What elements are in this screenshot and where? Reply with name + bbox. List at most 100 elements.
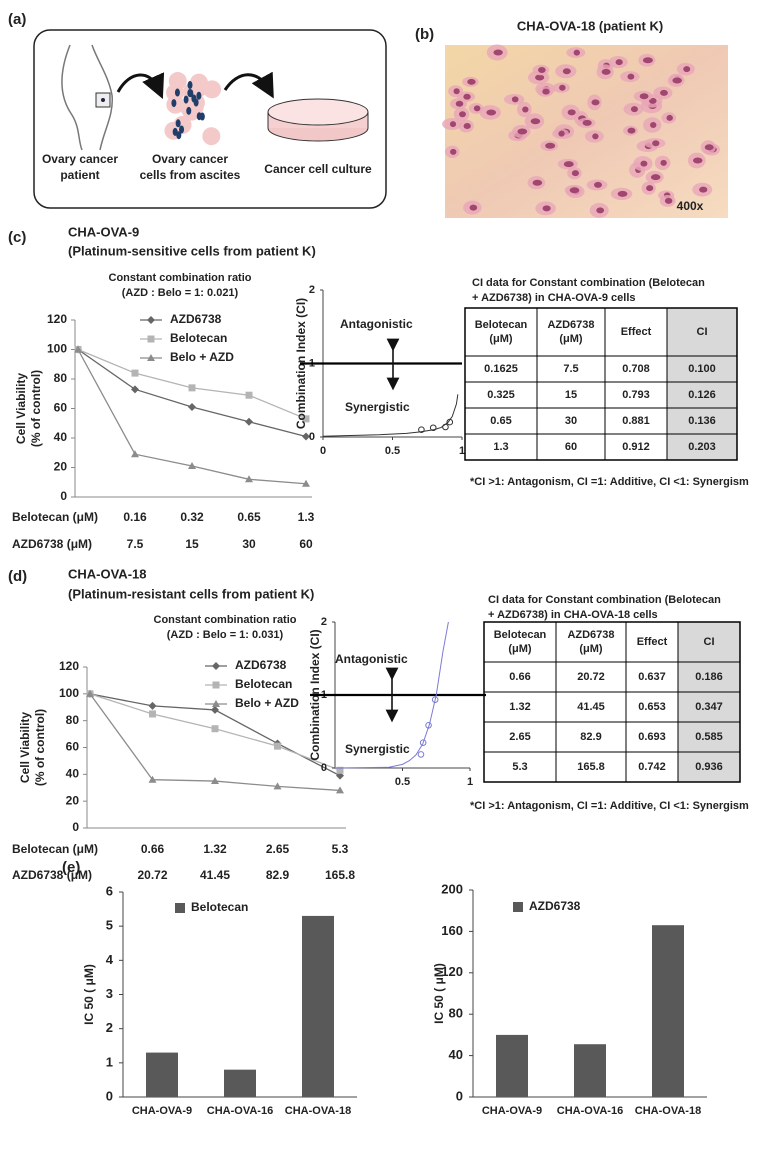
fit-curve: [322, 394, 459, 437]
marker: [86, 689, 94, 697]
cell-nucleus: [627, 127, 636, 134]
cell-nucleus: [567, 109, 576, 116]
y-tick-label: 120: [59, 659, 79, 673]
y-tick-label: 120: [47, 312, 67, 326]
cell-nucleus: [571, 170, 579, 177]
marker: [336, 786, 344, 794]
legend-marker: [212, 700, 220, 707]
table-cell: 0.793: [622, 389, 650, 401]
y-tick-label: 0: [72, 820, 79, 834]
marker: [211, 777, 219, 785]
table-cell: 0.708: [622, 363, 650, 375]
cell-nucleus: [664, 197, 673, 204]
nucleus: [186, 106, 192, 115]
y-tick-label: 5: [106, 918, 113, 933]
y-axis-label: IC 50 ( μM): [432, 963, 446, 1024]
legend-marker: [212, 681, 220, 689]
y-axis-label: Cell Viability: [18, 712, 32, 783]
table-note: *CI >1: Antagonism, CI =1: Additive, CI …: [470, 800, 749, 812]
marker: [274, 742, 281, 750]
legend-swatch: [513, 902, 523, 912]
dose-value: 0.32: [180, 510, 204, 524]
nucleus: [183, 95, 189, 104]
table-title: CI data for Constant combination (Belote…: [472, 277, 705, 289]
magnification: 400x: [677, 199, 704, 213]
cell-nucleus: [650, 121, 657, 128]
cell-nucleus: [592, 133, 599, 140]
nucleus: [193, 98, 199, 107]
column-header: CI: [704, 636, 715, 648]
panel-label: (c): [8, 229, 26, 246]
table-cell: 0.912: [622, 441, 650, 453]
nucleus: [175, 119, 181, 128]
ci-point: [417, 751, 425, 758]
cell-nucleus: [650, 174, 661, 181]
marker: [148, 775, 157, 783]
arrow: [116, 72, 165, 99]
table-cell: 0.126: [688, 389, 716, 401]
nucleus: [176, 131, 182, 140]
caption: Cancer cell culture: [264, 162, 372, 176]
legend-label: AZD6738: [235, 658, 287, 672]
dose-value: 60: [299, 537, 313, 551]
cell-nucleus: [511, 96, 519, 103]
chart-title: (AZD : Belo = 1: 0.021): [122, 287, 239, 299]
marker: [273, 782, 282, 790]
legend-marker: [147, 316, 155, 324]
y-tick-label: 80: [66, 713, 80, 727]
y-tick-label: 0: [456, 1088, 463, 1103]
dose-value: 5.3: [332, 842, 349, 856]
dose-value: 0.66: [141, 842, 165, 856]
marker: [211, 725, 219, 733]
bar: [302, 915, 334, 1097]
table-title: + AZD6738) in CHA-OVA-9 cells: [472, 292, 636, 304]
cell-nucleus: [558, 130, 565, 137]
cell-nucleus: [569, 187, 580, 194]
cell-nucleus: [563, 161, 574, 168]
cell-nucleus: [473, 105, 481, 112]
cell-nucleus: [486, 109, 497, 116]
x-tick-label: CHA-OVA-18: [635, 1105, 701, 1117]
cell: [203, 80, 222, 99]
dose-value: 2.65: [266, 842, 290, 856]
dish-top: [267, 98, 369, 126]
y-tick-label: 2: [309, 284, 315, 296]
marker: [131, 385, 139, 394]
cell-nucleus: [704, 144, 714, 151]
cell-nucleus: [562, 68, 571, 75]
cell-nucleus: [469, 204, 478, 211]
y-tick-label: 40: [66, 767, 80, 781]
table-border: [464, 307, 738, 461]
table-cell: 0.881: [622, 415, 650, 427]
ci-point: [418, 426, 425, 433]
table-cell: 1.32: [509, 701, 530, 713]
dose-value: 41.45: [200, 868, 230, 882]
cell-nucleus: [601, 68, 611, 75]
marker: [245, 417, 253, 426]
panel-subtitle: (Platinum-resistant cells from patient K…: [68, 586, 314, 601]
ci-point: [425, 721, 432, 729]
table-cell: 7.5: [563, 363, 578, 375]
x-tick-label: CHA-OVA-9: [132, 1105, 192, 1117]
x-tick-label: 0.5: [395, 776, 410, 788]
column-header: (μM): [579, 643, 603, 655]
y-tick-label: 40: [54, 430, 68, 444]
table-cell: 2.65: [509, 731, 530, 743]
dose-value: 82.9: [266, 868, 290, 882]
dose-value: 30: [242, 537, 256, 551]
dose-value: 1.32: [203, 842, 227, 856]
caption: Ovary cancer: [152, 152, 228, 166]
table-cell: 0.585: [695, 731, 723, 743]
cell-nucleus: [672, 77, 682, 84]
y-tick-label: 200: [441, 881, 463, 896]
ci-point: [431, 696, 439, 703]
table-cell: 0.65: [490, 415, 511, 427]
panel-subtitle: (Platinum-sensitive cells from patient K…: [68, 243, 316, 258]
chart-title: Constant combination ratio: [109, 272, 252, 284]
annotation: Antagonistic: [335, 652, 408, 666]
dose-row-label: Belotecan (μM): [12, 510, 98, 524]
legend-label: Belotecan: [191, 900, 248, 914]
marker: [131, 369, 139, 377]
caption: cells from ascites: [140, 168, 241, 182]
x-tick-label: CHA-OVA-9: [482, 1105, 542, 1117]
